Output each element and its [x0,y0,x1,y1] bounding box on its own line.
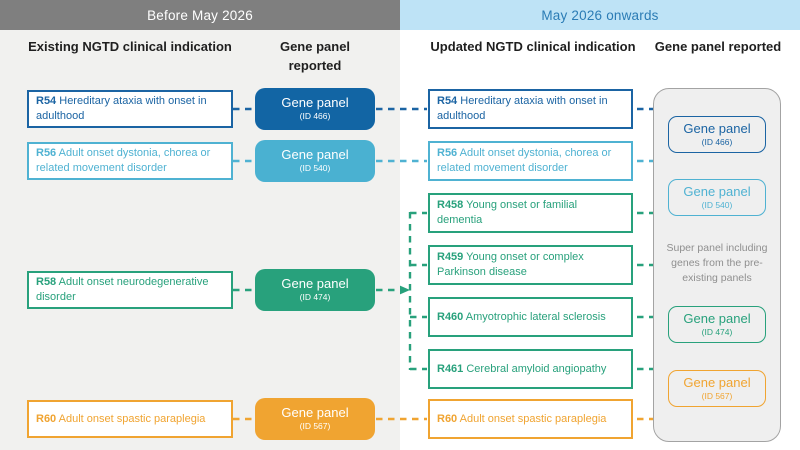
gene-panel-label: Gene panel [683,183,751,199]
gene-panel-466-reported: Gene panel (ID 466) [255,88,375,130]
indication-text: Hereditary ataxia with onset in adulthoo… [437,95,608,122]
gene-panel-540-reported: Gene panel (ID 540) [255,140,375,182]
gene-panel-id: (ID 540) [701,199,733,210]
indication-box-r460-updated: R460 Amyotrophic lateral sclerosis [428,297,633,337]
gene-panel-id: (ID 540) [299,163,331,174]
gene-panel-label: Gene panel [281,276,349,292]
gene-panel-label: Gene panel [281,147,349,163]
indication-box-r54-existing: R54 Hereditary ataxia with onset in adul… [27,90,233,128]
indication-text: Adult onset dystonia, chorea or related … [437,147,612,174]
indication-code: R460 [437,310,464,323]
gene-panel-label: Gene panel [281,405,349,421]
gene-panel-id: (ID 474) [701,326,733,337]
indication-box-r459-updated: R459 Young onset or complex Parkinson di… [428,245,633,285]
indication-box-r54-updated: R54 Hereditary ataxia with onset in adul… [428,89,633,129]
indication-text: Amyotrophic lateral sclerosis [465,310,606,323]
indication-code: R54 [36,95,57,108]
indication-text: Young onset or complex Parkinson disease [437,251,584,278]
indication-text: Adult onset spastic paraplegia [459,412,607,425]
gene-panel-567-super: Gene panel (ID 567) [668,370,766,407]
super-panel-note: Super panel including genes from the pre… [666,242,768,285]
indication-text: Adult onset dystonia, chorea or related … [36,147,211,174]
gene-panel-id: (ID 466) [299,111,331,122]
gene-panel-label: Gene panel [683,120,751,136]
column-header-existing: Existing NGTD clinical indication [28,39,232,54]
indication-text: Hereditary ataxia with onset in adulthoo… [36,95,207,122]
indication-box-r458-updated: R458 Young onset or familial dementia [428,193,633,233]
column-header-gene-panel-right: Gene panel reported [654,39,782,54]
gene-panel-id: (ID 466) [701,136,733,147]
indication-box-r58-existing: R58 Adult onset neurodegenerative disord… [27,271,233,309]
gene-panel-466-super: Gene panel (ID 466) [668,116,766,153]
indication-code: R56 [36,147,57,160]
banner-before: Before May 2026 [0,0,400,30]
indication-text: Adult onset spastic paraplegia [58,412,206,425]
gene-panel-540-super: Gene panel (ID 540) [668,179,766,216]
indication-code: R459 [437,251,464,264]
indication-box-r56-existing: R56 Adult onset dystonia, chorea or rela… [27,142,233,180]
indication-box-r461-updated: R461 Cerebral amyloid angiopathy [428,349,633,389]
indication-code: R458 [437,199,464,212]
column-header-gene-panel-left: Gene panel reported [279,39,351,73]
gene-panel-567-reported: Gene panel (ID 567) [255,398,375,440]
banner-after: May 2026 onwards [400,0,800,30]
gene-panel-id: (ID 567) [701,390,733,401]
gene-panel-label: Gene panel [281,95,349,111]
indication-code: R60 [437,412,458,425]
indication-text: Cerebral amyloid angiopathy [466,362,607,375]
gene-panel-id: (ID 474) [299,292,331,303]
indication-box-r56-updated: R56 Adult onset dystonia, chorea or rela… [428,141,633,181]
gene-panel-474-reported: Gene panel (ID 474) [255,269,375,311]
indication-code: R54 [437,95,458,108]
banner-before-label: Before May 2026 [147,7,253,23]
gene-panel-id: (ID 567) [299,421,331,432]
green-junction-arrowhead [400,285,410,295]
gene-panel-label: Gene panel [683,374,751,390]
column-header-updated: Updated NGTD clinical indication [430,39,636,54]
banner-after-label: May 2026 onwards [541,7,659,23]
indication-code: R461 [437,362,464,375]
indication-text: Adult onset neurodegenerative disorder [36,276,209,303]
indication-box-r60-updated: R60 Adult onset spastic paraplegia [428,399,633,439]
gene-panel-label: Gene panel [683,310,751,326]
indication-code: R58 [36,276,57,289]
indication-text: Young onset or familial dementia [437,199,578,226]
indication-code: R56 [437,147,458,160]
indication-box-r60-existing: R60 Adult onset spastic paraplegia [27,400,233,438]
gene-panel-474-super: Gene panel (ID 474) [668,306,766,343]
indication-code: R60 [36,412,57,425]
